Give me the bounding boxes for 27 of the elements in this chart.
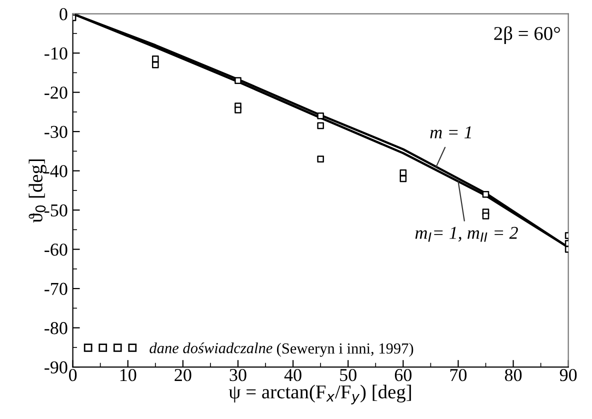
x-tick-label: 50 (340, 368, 356, 382)
y-tick-label: -30 (44, 126, 68, 138)
x-tick-label: 80 (504, 368, 522, 382)
x-axis-title: ψ = arctan(F$_{x}$/F$_{y}$) [deg] (228, 384, 411, 404)
x-tick-label: 30 (230, 368, 246, 382)
series-label: m = 1 (430, 126, 471, 138)
y-tick-label: -40 (44, 165, 68, 178)
y-tick-label: -80 (44, 322, 68, 334)
series-label: m$_{I}$= 1, m$_{II}$ = 2 (415, 226, 518, 242)
y-tick-label: -70 (44, 282, 68, 295)
annotation: (Seweryn i inni, 1997) (277, 342, 414, 357)
x-tick-label: 0 (68, 368, 77, 382)
y-tick-label: -10 (44, 47, 68, 60)
x-tick-label: 70 (450, 368, 467, 382)
y-tick-label: 0 (60, 8, 68, 20)
annotation: 2β = 60° (494, 26, 560, 44)
y-tick-label: -20 (44, 86, 68, 99)
legend-label: dane doświadczalne (150, 342, 272, 354)
y-tick-label: -60 (44, 244, 68, 256)
x-tick-label: 20 (174, 368, 192, 382)
y-tick-label: -90 (44, 361, 68, 374)
y-tick-label: -50 (44, 204, 68, 216)
y-axis-title: ϑ$_{0}$ [deg] (28, 159, 46, 223)
x-tick-label: 40 (284, 368, 302, 382)
x-tick-label: 10 (120, 368, 136, 382)
x-tick-label: 90 (560, 368, 577, 382)
x-tick-label: 60 (394, 368, 412, 382)
